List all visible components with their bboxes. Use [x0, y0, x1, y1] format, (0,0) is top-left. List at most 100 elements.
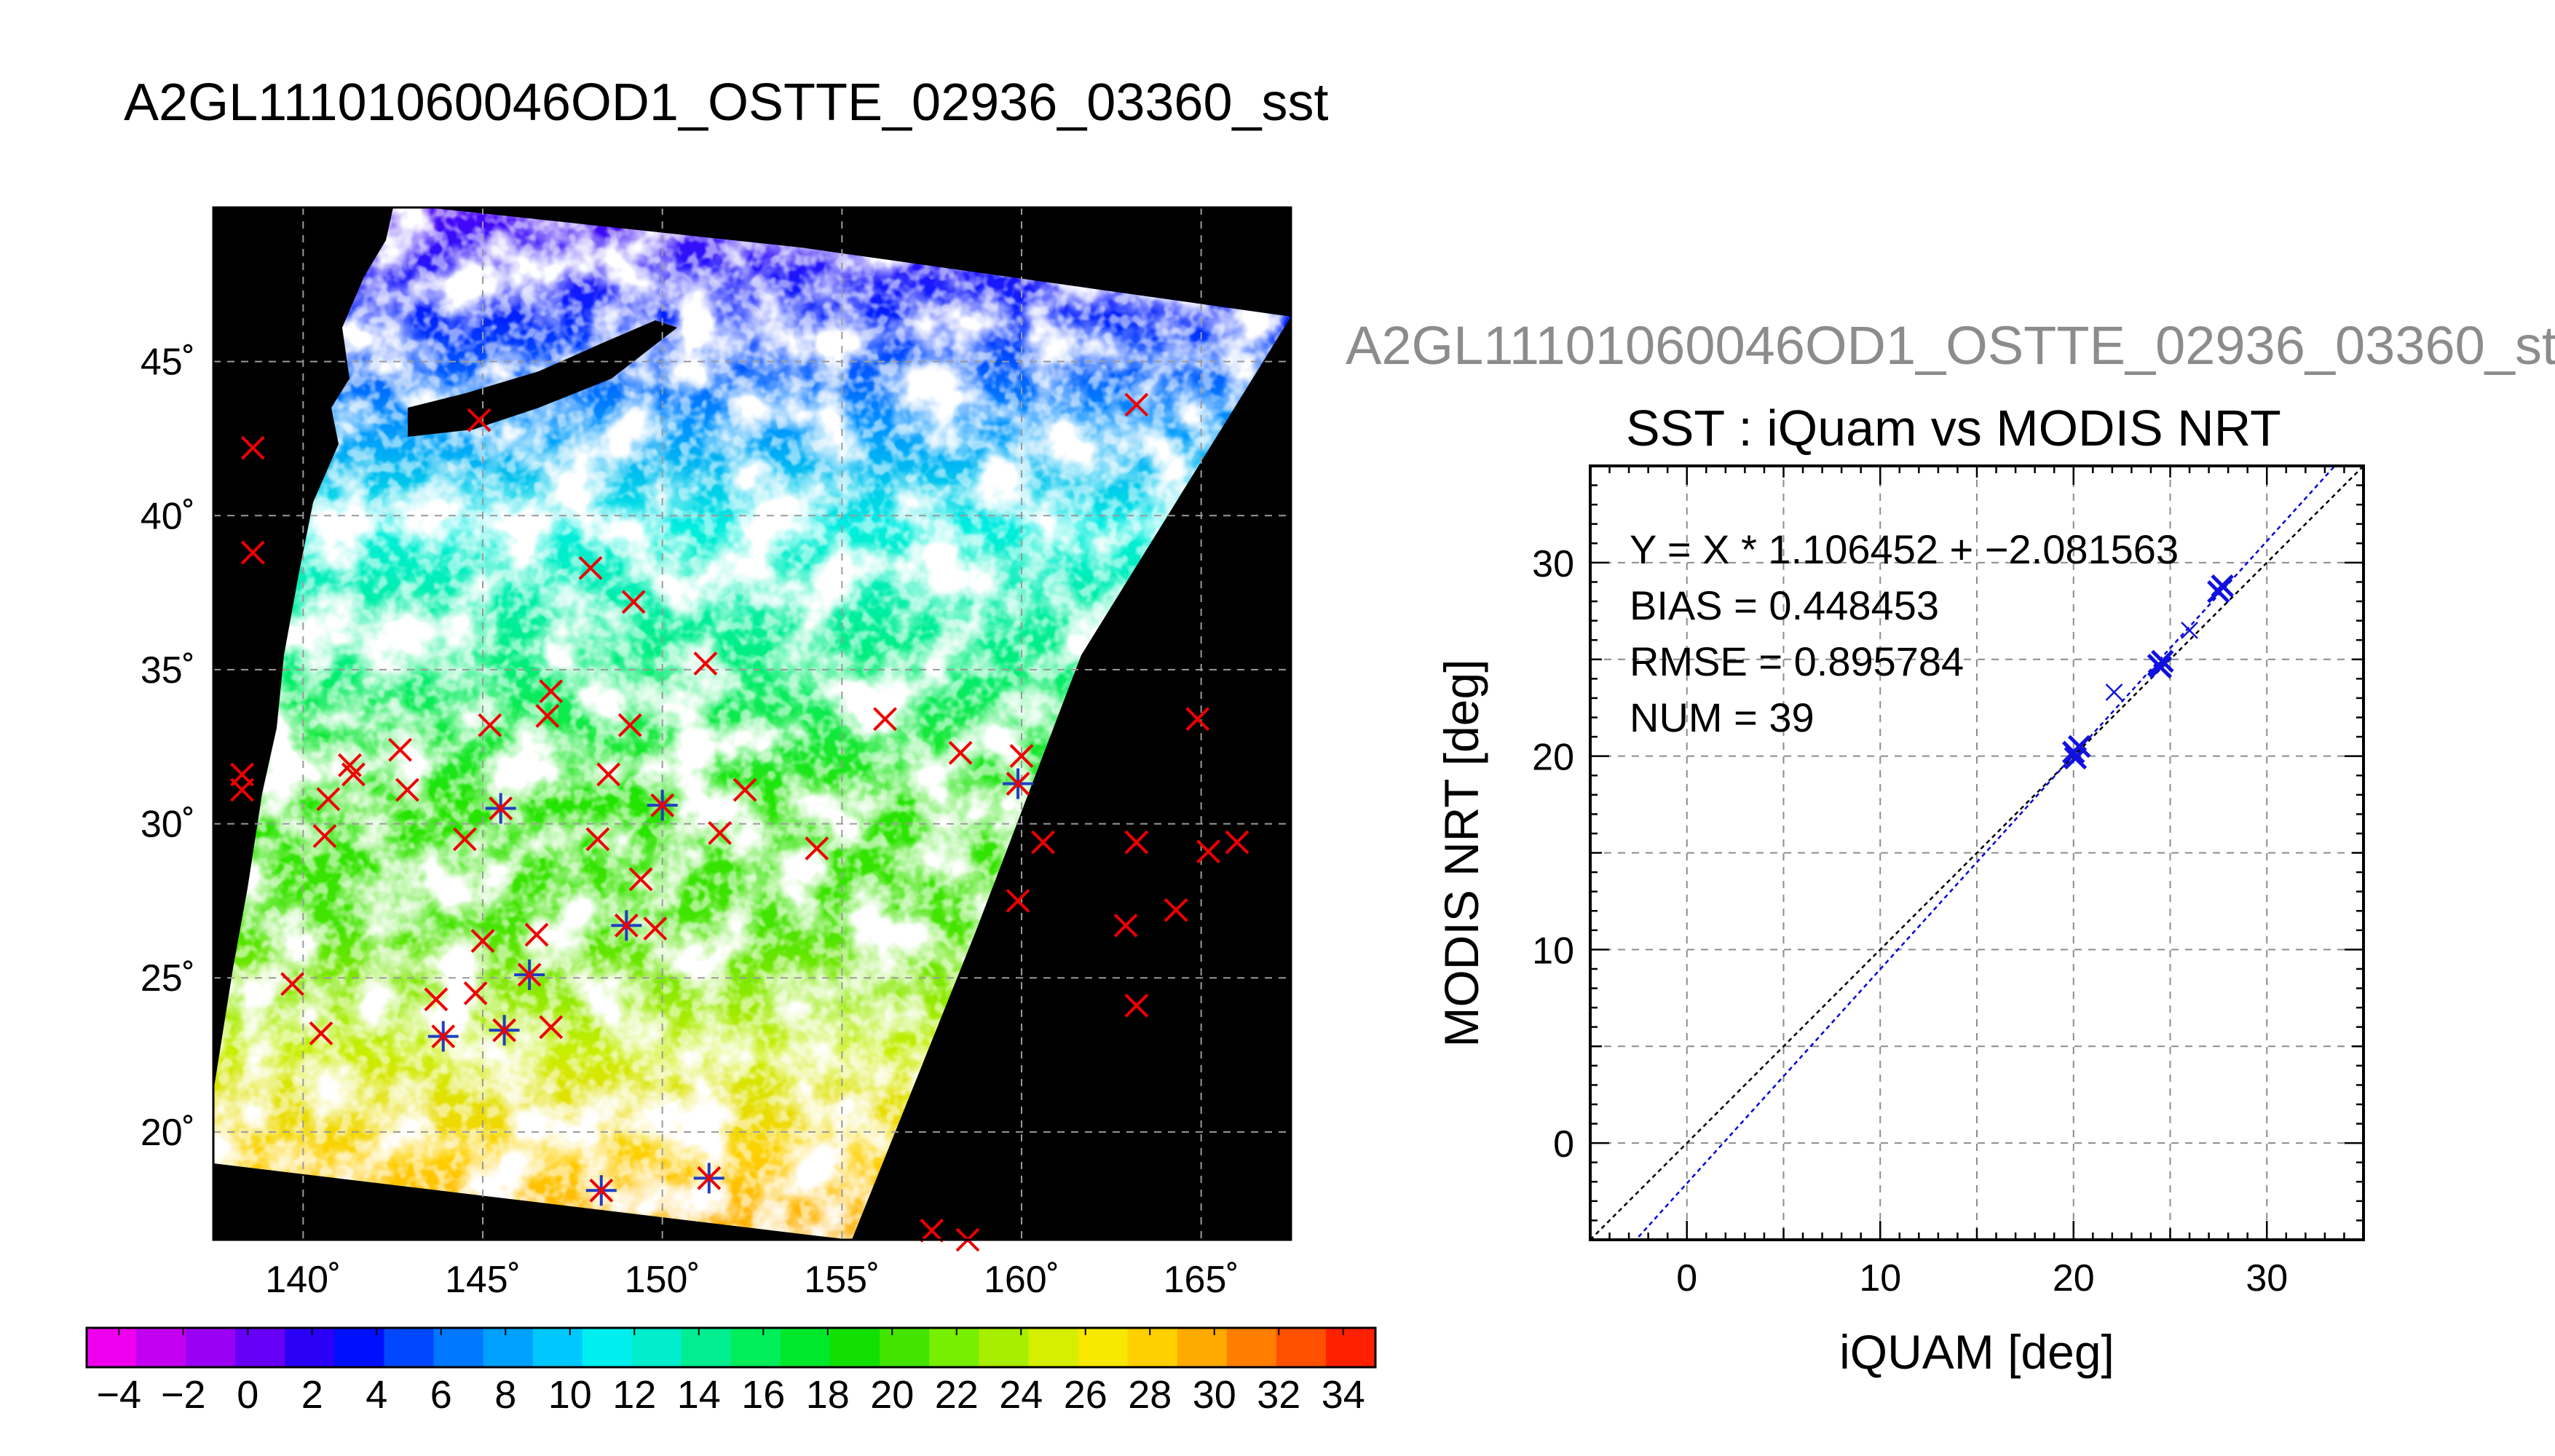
colorbar-cell: [582, 1328, 633, 1367]
colorbar-cell: [929, 1328, 979, 1367]
matchup-marker: [1124, 830, 1149, 855]
matchup-markers: [230, 392, 1249, 1252]
scatter-point: [2151, 649, 2174, 673]
matchup-marker: [470, 929, 495, 953]
colorbar-cell: [235, 1328, 285, 1367]
matchup-marker: [280, 972, 304, 997]
matchup-marker: [617, 713, 642, 737]
no-data-south: [213, 1163, 850, 1240]
x-tick-label: 30: [2246, 1257, 2288, 1299]
y-tick-label: 20: [1532, 737, 1574, 779]
colorbar-tick-label: 26: [1064, 1373, 1107, 1417]
colorbar-cell: [1028, 1328, 1079, 1367]
matchup-marker: [230, 778, 254, 802]
colorbar-cell: [384, 1328, 435, 1367]
colorbar-cell: [1226, 1328, 1277, 1367]
colorbar-tick-label: 0: [237, 1373, 258, 1417]
matchup-marker: [578, 555, 603, 580]
colorbar-cell: [681, 1328, 732, 1367]
colorbar-cell: [483, 1328, 534, 1367]
sst-map: 140˚ 145˚ 150˚ 155˚ 160˚ 165˚ 20˚ 25˚ 30˚ 35˚ 40˚ 4…: [141, 206, 1292, 1301]
lon-tick-label: 160˚: [984, 1259, 1059, 1301]
colorbar-tick-label: 14: [677, 1373, 721, 1417]
matchup-marker: [1185, 707, 1210, 732]
scatter-title: SST : iQuam vs MODIS NRT: [1626, 400, 2281, 456]
matchup-marker: [873, 707, 897, 732]
scatter-point: [2105, 684, 2123, 701]
lat-tick-label: 30˚: [141, 804, 195, 846]
colorbar-cell: [781, 1328, 831, 1367]
colorbar-cell: [1078, 1328, 1129, 1367]
colorbar-tick-label: 32: [1257, 1373, 1300, 1417]
matchup-marker: [309, 1021, 333, 1045]
matchup-marker: [539, 1015, 564, 1040]
regression-equation: Y = X * 1.106452 + −2.081563: [1630, 526, 2179, 572]
y-tick-label: 0: [1553, 1123, 1574, 1166]
matchup-marker: [1006, 888, 1030, 913]
regression-line: [1635, 466, 2337, 1240]
map-frame: [212, 206, 1292, 1241]
matchup-marker: [920, 1218, 944, 1243]
matchup-marker: [805, 836, 829, 860]
matchup-marker: [388, 737, 412, 762]
colorbar-tick-label: 28: [1128, 1373, 1172, 1417]
matchup-marker: [628, 867, 653, 892]
matchup-marker: [1113, 913, 1138, 938]
matchup-marker: [1225, 830, 1249, 855]
colorbar-cell: [87, 1328, 137, 1367]
matchup-star-marker: [611, 910, 642, 941]
matchup-marker: [539, 679, 564, 703]
lon-tick-label: 145˚: [445, 1259, 521, 1301]
colorbar-tick-label: 6: [430, 1373, 452, 1417]
matchup-star-marker: [514, 959, 545, 990]
land-japan: [213, 207, 393, 1092]
colorbar-cell: [830, 1328, 880, 1367]
colorbar-cell: [136, 1328, 186, 1367]
colorbar-cell: [1276, 1328, 1327, 1367]
matchup-star-marker: [485, 793, 516, 824]
lat-tick-label: 40˚: [141, 495, 195, 537]
scatter-annotations: Y = X * 1.106452 + −2.081563 BIAS = 0.44…: [1630, 526, 2179, 740]
matchup-marker: [1124, 392, 1149, 417]
right-title: A2GL11101060046OD1_OSTTE_02936_03360_st: [1346, 315, 2555, 376]
matchup-marker: [621, 590, 646, 614]
colorbar-tick-label: 16: [741, 1373, 785, 1417]
colorbar-tick-label: 34: [1322, 1373, 1365, 1417]
scatter-grid: [1590, 466, 2364, 1240]
colorbar-cell: [1127, 1328, 1178, 1367]
one-to-one-line: [1590, 466, 2364, 1240]
lat-tick-label: 45˚: [141, 341, 195, 384]
colorbar-tick-label: 4: [366, 1373, 387, 1417]
no-data-east: [852, 317, 1291, 1240]
matchup-marker: [312, 824, 337, 848]
colorbar-cell: [1325, 1328, 1376, 1367]
colorbar-tick-label: 8: [494, 1373, 516, 1417]
scatter-ticks: 0 10 20 30 0 10 20 30: [1532, 464, 2365, 1299]
lon-tick-label: 140˚: [265, 1259, 341, 1301]
matchup-star-marker: [647, 790, 678, 821]
y-tick-label: 30: [1532, 543, 1574, 585]
matchup-marker: [693, 652, 718, 676]
colorbar: −4 −2 0 2 4 6 8 10 12 14 16 18 20 22 24 26 28 30 32 34: [85, 1326, 1377, 1417]
matchup-star-marker: [693, 1163, 724, 1194]
land-kuril: [408, 320, 677, 437]
matchup-marker: [643, 917, 668, 941]
colorbar-tick-label: 10: [548, 1373, 592, 1417]
matchup-marker: [452, 827, 477, 852]
scatter-point: [2211, 574, 2234, 598]
matchup-marker: [316, 787, 341, 812]
lat-tick-label: 20˚: [141, 1112, 195, 1154]
lon-tick-label: 150˚: [625, 1259, 700, 1301]
colorbar-cell: [285, 1328, 335, 1367]
colorbar-tick-label: 18: [806, 1373, 850, 1417]
matchup-marker: [524, 922, 549, 947]
matchup-marker: [1196, 839, 1220, 864]
matchup-marker: [395, 778, 419, 802]
cloud-speckle: [213, 207, 1291, 1240]
matchup-marker: [1164, 898, 1188, 922]
matchup-marker: [341, 762, 366, 787]
x-tick-label: 10: [1859, 1257, 1901, 1299]
colorbar-tick-label: 30: [1193, 1373, 1236, 1417]
scatter-plot: 0 10 20 30 0 10 20 30 Y = X * 1.106452 + −2.081…: [1434, 464, 2365, 1379]
